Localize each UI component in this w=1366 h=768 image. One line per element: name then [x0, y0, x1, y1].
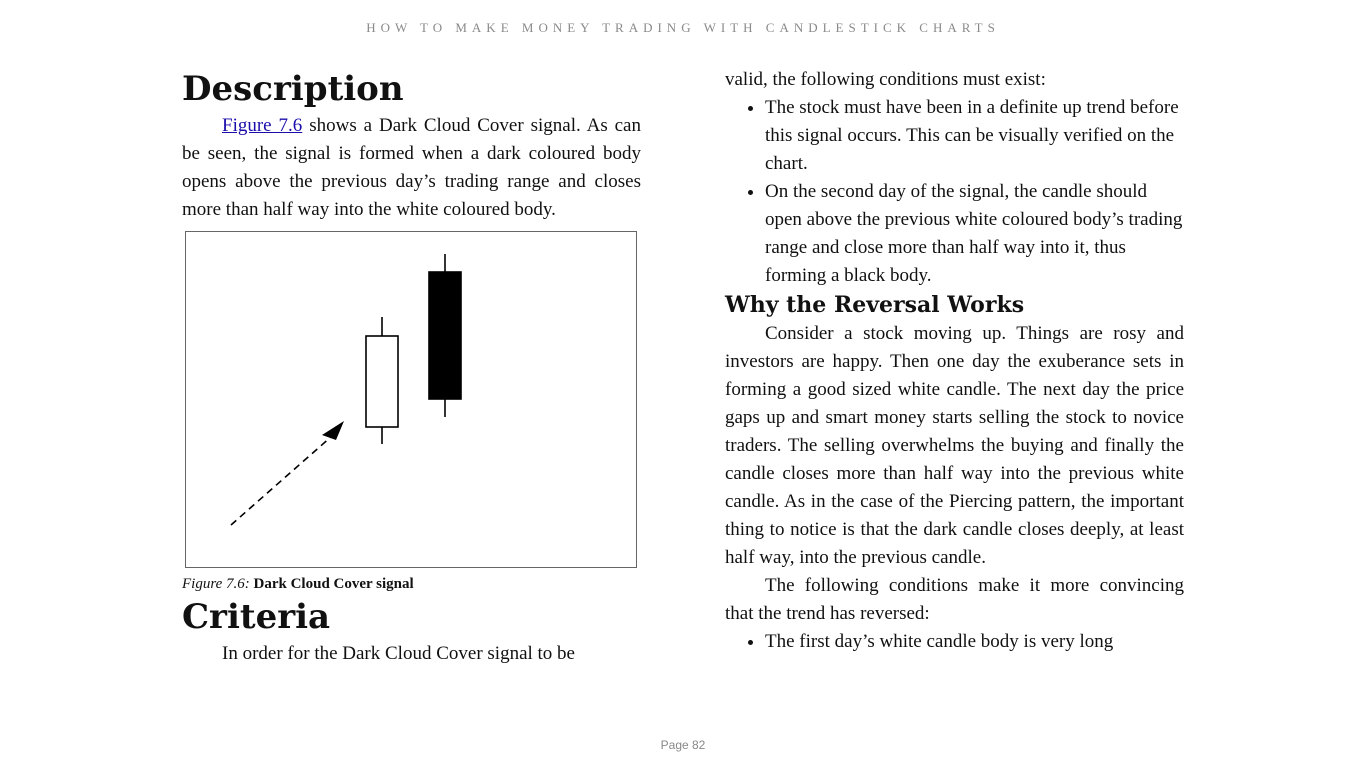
right-column: valid, the following conditions must exi…	[725, 66, 1184, 656]
criteria-intro: In order for the Dark Cloud Cover signal…	[222, 643, 575, 664]
description-paragraph: Figure 7.6 shows a Dark Cloud Cover sign…	[182, 112, 641, 224]
criteria-heading: Criteria	[182, 597, 331, 637]
description-text: shows a Dark Cloud Cover signal. As can …	[182, 115, 641, 220]
criteria-continued: valid, the following conditions must exi…	[725, 69, 1046, 90]
black-candle-body	[428, 271, 462, 400]
condition-item: The stock must have been in a definite u…	[765, 94, 1184, 178]
left-column: Description Figure 7.6 shows a Dark Clou…	[182, 66, 641, 668]
figure-caption: Figure 7.6: Dark Cloud Cover signal	[182, 574, 641, 594]
running-header: HOW TO MAKE MONEY TRADING WITH CANDLESTI…	[366, 20, 1000, 35]
figure-dark-cloud-cover	[185, 231, 637, 568]
uptrend-arrow-line	[230, 435, 333, 526]
candlestick-illustration	[230, 254, 462, 526]
description-heading: Description	[182, 69, 404, 109]
figure-caption-label: Figure 7.6:	[182, 576, 250, 592]
why-reversal-heading: Why the Reversal Works	[725, 292, 1025, 318]
uptrend-arrowhead	[322, 421, 344, 440]
page-number: Page 82	[660, 738, 706, 752]
figure-link[interactable]: Figure 7.6	[222, 115, 303, 136]
white-candle-body	[365, 335, 399, 428]
convincing-item: The first day’s white candle body is ver…	[765, 628, 1184, 656]
why-reversal-paragraph: Consider a stock moving up. Things are r…	[725, 323, 1184, 568]
convincing-paragraph: The following conditions make it more co…	[725, 575, 1184, 624]
convincing-list: The first day’s white candle body is ver…	[725, 628, 1184, 656]
conditions-list: The stock must have been in a definite u…	[725, 94, 1184, 290]
figure-caption-title: Dark Cloud Cover signal	[253, 576, 414, 592]
condition-item: On the second day of the signal, the can…	[765, 178, 1184, 290]
